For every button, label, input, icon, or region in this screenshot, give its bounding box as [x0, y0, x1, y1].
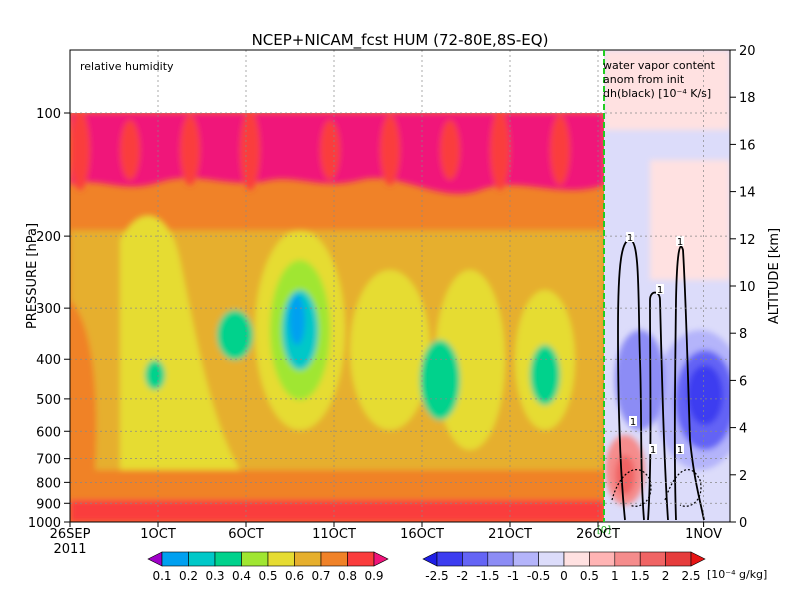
- anomaly-colorbar-unit: [10⁻⁴ g/kg]: [707, 568, 767, 581]
- right-panel-label-1: water vapor content: [603, 59, 716, 72]
- heating-contour: [647, 291, 669, 521]
- x-tick-label: 1NOV: [685, 527, 722, 542]
- colorbar-label: 0.7: [311, 569, 330, 583]
- colorbar-label: 0.3: [205, 569, 224, 583]
- colorbar-segment: [188, 551, 216, 567]
- left-panel-label: relative humidity: [80, 60, 174, 73]
- colorbar-label: 2: [662, 569, 670, 583]
- altitude-tick-label: 4: [739, 422, 747, 437]
- pressure-tick-label: 500: [36, 393, 61, 408]
- x-tick-label: 26SEP: [50, 527, 91, 542]
- pressure-tick-label: 300: [36, 302, 61, 317]
- rh-colorbar: 0.1 0.2 0.3 0.4 0.5 0.6 0.7 0.8 0.9: [147, 551, 389, 583]
- altitude-tick-label: 8: [739, 327, 747, 342]
- colorbar-cap: [690, 551, 706, 567]
- colorbar-label: 0.9: [364, 569, 383, 583]
- pressure-tick-label: 400: [36, 353, 61, 368]
- x-tick-label: 16OCT: [400, 527, 444, 542]
- altitude-tick-label: 2: [739, 469, 747, 484]
- x-tick-label: 1OCT: [140, 527, 176, 542]
- colorbar-label: 0.4: [232, 569, 251, 583]
- colorbar-label: -2.5: [425, 569, 448, 583]
- colorbar-segment: [538, 551, 565, 567]
- altitude-tick-label: 12: [739, 233, 756, 248]
- contour-label: 1: [657, 285, 663, 296]
- x-tick-label: 11OCT: [312, 527, 356, 542]
- contour-label: 1: [650, 445, 656, 456]
- pressure-tick-label: 600: [36, 425, 61, 440]
- contour-label: 1: [630, 417, 636, 428]
- altitude-tick-label: 6: [739, 374, 747, 389]
- x-tick-label: 6OCT: [228, 527, 264, 542]
- contour-label: 1: [627, 233, 633, 244]
- colorbar-segment: [563, 551, 590, 567]
- colorbar-label: 0.5: [580, 569, 599, 583]
- pressure-tick-label: 700: [36, 453, 61, 468]
- pressure-tick-label: 200: [36, 230, 61, 245]
- heating-contour: [673, 245, 705, 521]
- x-tick-label: 26OCT: [576, 527, 620, 542]
- pressure-tick-label: 800: [36, 476, 61, 491]
- colorbar-label: 0.1: [152, 569, 171, 583]
- anomaly-colorbar: -2.5 -2 -1.5 -1 -0.5 0 0.5 1 1.5 2 2.5: [422, 551, 706, 583]
- colorbar-cap: [422, 551, 438, 567]
- contour-label: 1: [677, 237, 683, 248]
- y-axis-right-label: ALTITUDE [km]: [767, 228, 782, 324]
- colorbar-segment: [436, 551, 463, 567]
- colorbar-label: 1.5: [631, 569, 650, 583]
- colorbar-label: 0.5: [258, 569, 277, 583]
- altitude-tick-label: 14: [739, 186, 756, 201]
- colorbar-label: 0.6: [285, 569, 304, 583]
- contour-label: 1: [677, 445, 683, 456]
- colorbar-segment: [294, 551, 322, 567]
- colorbar-segment: [267, 551, 295, 567]
- right-panel-label-2: anom from init: [603, 73, 685, 86]
- year-label: 2011: [53, 542, 86, 557]
- colorbar-segment: [320, 551, 348, 567]
- altitude-tick-label: 16: [739, 138, 756, 153]
- colorbar-label: 0: [560, 569, 568, 583]
- colorbar-label: 2.5: [681, 569, 700, 583]
- right-panel-label-3: dh(black) [10⁻⁴ K/s]: [603, 87, 711, 100]
- altitude-tick-label: 20: [739, 44, 756, 59]
- colorbar-cap: [147, 551, 163, 567]
- heating-contour-negative: [664, 469, 702, 507]
- forecast-start-label: [0]: [597, 525, 611, 536]
- colorbar-label: 0.8: [338, 569, 357, 583]
- colorbar-segment: [614, 551, 641, 567]
- colorbar-segment: [462, 551, 489, 567]
- colorbar-segment: [589, 551, 616, 567]
- rh-field: [70, 113, 604, 522]
- anomaly-field: 1 1 1 1 1 1: [604, 50, 730, 522]
- colorbar-segment: [487, 551, 514, 567]
- pressure-tick-label: 1000: [28, 516, 61, 531]
- heating-contour-negative: [611, 469, 652, 507]
- colorbar-label: -0.5: [527, 569, 550, 583]
- colorbar-label: 1: [611, 569, 619, 583]
- pressure-tick-label: 900: [36, 497, 61, 512]
- colorbar-cap: [373, 551, 389, 567]
- grid: [70, 50, 730, 522]
- heating-contours: 1 1 1 1 1 1: [611, 232, 705, 521]
- chart-title: NCEP+NICAM_fcst HUM (72-80E,8S-EQ): [252, 31, 549, 50]
- altitude-tick-label: 18: [739, 91, 756, 106]
- colorbar-segment: [214, 551, 242, 567]
- colorbar-label: -1: [507, 569, 519, 583]
- colorbar-segment: [241, 551, 269, 567]
- colorbar-segment: [512, 551, 539, 567]
- altitude-tick-label: 10: [739, 280, 756, 295]
- colorbar-segment: [665, 551, 692, 567]
- y-axis-label: PRESSURE [hPa]: [25, 223, 40, 329]
- colorbar-label: -1.5: [476, 569, 499, 583]
- colorbar-label: 0.2: [179, 569, 198, 583]
- x-tick-label: 21OCT: [488, 527, 532, 542]
- colorbar-segment: [347, 551, 375, 567]
- colorbar-label: -2: [456, 569, 468, 583]
- pressure-tick-label: 100: [36, 107, 61, 122]
- colorbar-segment: [161, 551, 189, 567]
- colorbar-segment: [639, 551, 666, 567]
- altitude-tick-label: 0: [739, 516, 747, 531]
